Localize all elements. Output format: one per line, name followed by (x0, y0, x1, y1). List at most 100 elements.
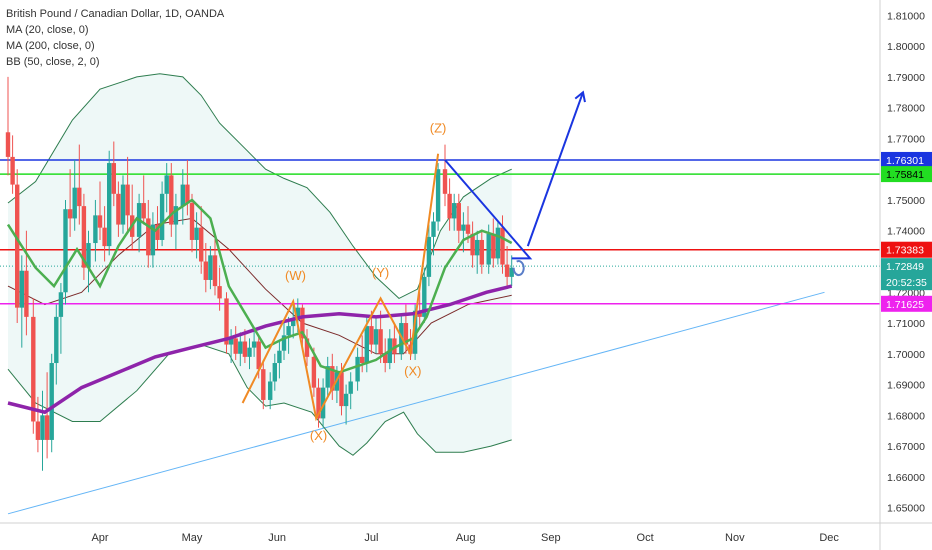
candle-body[interactable] (72, 187, 77, 219)
y-tick-label[interactable]: 1.75000 (887, 195, 925, 207)
candle-body[interactable] (509, 267, 514, 277)
x-tick-label[interactable]: Apr (91, 532, 108, 544)
candle-body[interactable] (247, 347, 252, 357)
candle-body[interactable] (208, 255, 213, 280)
candle-body[interactable] (343, 393, 349, 407)
candle-body[interactable] (392, 338, 397, 354)
candle-body[interactable] (44, 415, 50, 440)
candle-body[interactable] (155, 224, 160, 240)
x-tick-label[interactable]: Oct (637, 532, 654, 544)
candle-body[interactable] (456, 203, 461, 231)
x-tick-label[interactable]: Aug (456, 532, 476, 544)
candle-body[interactable] (504, 264, 510, 277)
candle-body[interactable] (10, 156, 15, 185)
candle-body[interactable] (311, 356, 317, 388)
candle-body[interactable] (194, 227, 199, 240)
candle-body[interactable] (422, 276, 427, 317)
candle-body[interactable] (58, 292, 64, 317)
candle-body[interactable] (403, 323, 409, 345)
candle-body[interactable] (495, 227, 501, 259)
x-tick-label[interactable]: Sep (541, 532, 561, 544)
candle-body[interactable] (475, 239, 480, 256)
candle-body[interactable] (150, 224, 156, 256)
price-level-badge[interactable] (881, 151, 932, 168)
symbol-title[interactable]: British Pound / Canadian Dollar, 1D, OAN… (6, 8, 225, 20)
trendline[interactable] (7, 291, 825, 515)
candle-body[interactable] (330, 366, 335, 391)
candle-body[interactable] (173, 206, 179, 225)
x-tick-label[interactable]: Jun (268, 532, 286, 544)
candle-body[interactable] (316, 387, 321, 419)
candle-body[interactable] (146, 218, 151, 256)
candle-body[interactable] (256, 341, 261, 370)
candle-body[interactable] (435, 169, 441, 222)
candle-body[interactable] (486, 233, 491, 265)
candle-body[interactable] (77, 187, 82, 207)
candle-body[interactable] (169, 175, 174, 225)
ma200-line[interactable] (7, 284, 513, 415)
y-tick-label[interactable]: 1.79000 (887, 72, 925, 84)
candle-body[interactable] (217, 286, 222, 299)
current-price-badge[interactable] (881, 258, 932, 291)
candle-body[interactable] (107, 163, 112, 247)
candle-body[interactable] (67, 209, 73, 219)
candle-body[interactable] (479, 239, 484, 265)
candle-body[interactable] (470, 233, 475, 256)
candle-body[interactable] (461, 224, 466, 231)
candle-body[interactable] (369, 326, 374, 345)
indicator-ma200[interactable]: MA (200, close, 0) (6, 40, 95, 52)
projection-up-arrow[interactable] (526, 91, 584, 247)
candle-body[interactable] (180, 184, 185, 207)
price-level-badge[interactable] (881, 295, 932, 312)
candle-body[interactable] (5, 132, 11, 157)
candle-body[interactable] (339, 372, 344, 407)
candle-body[interactable] (111, 163, 116, 194)
y-tick-label[interactable]: 1.77000 (887, 133, 925, 145)
candle-body[interactable] (348, 381, 353, 394)
candle-body[interactable] (491, 233, 496, 259)
candle-body[interactable] (373, 329, 379, 345)
y-tick-label[interactable]: 1.71000 (887, 318, 925, 330)
x-tick-label[interactable]: May (182, 532, 203, 544)
candle-body[interactable] (35, 421, 41, 440)
indicator-bb[interactable]: BB (50, close, 2, 0) (6, 56, 100, 68)
candle-body[interactable] (63, 209, 68, 293)
candle-body[interactable] (49, 363, 54, 440)
ma20-line[interactable] (6, 198, 513, 374)
candle-body[interactable] (383, 353, 388, 364)
candle-body[interactable] (500, 227, 505, 265)
candle-body[interactable] (447, 193, 452, 219)
candle-body[interactable] (452, 203, 457, 219)
y-tick-label[interactable]: 1.70000 (887, 349, 925, 361)
candle-body[interactable] (228, 338, 234, 345)
y-tick-label[interactable]: 1.67000 (887, 441, 925, 453)
candle-body[interactable] (325, 366, 330, 388)
candle-body[interactable] (268, 381, 273, 400)
candle-body[interactable] (120, 184, 126, 225)
y-tick-label[interactable]: 1.78000 (887, 103, 925, 115)
candle-body[interactable] (31, 316, 36, 422)
candle-body[interactable] (203, 261, 208, 280)
price-level-badge[interactable] (881, 241, 932, 258)
candle-body[interactable] (86, 243, 91, 268)
x-tick-label[interactable]: Jul (364, 532, 378, 544)
candle-body[interactable] (102, 227, 107, 247)
y-tick-label[interactable]: 1.66000 (887, 472, 925, 484)
candle-body[interactable] (81, 206, 87, 268)
y-tick-label[interactable]: 1.80000 (887, 41, 925, 53)
candle-body[interactable] (185, 184, 190, 204)
y-tick-label[interactable]: 1.65000 (887, 503, 925, 515)
candle-body[interactable] (19, 270, 24, 308)
candle-body[interactable] (431, 221, 436, 237)
indicator-ma20[interactable]: MA (20, close, 0) (6, 24, 89, 36)
candle-body[interactable] (97, 215, 103, 228)
candle-body[interactable] (320, 387, 326, 419)
candle-body[interactable] (224, 298, 229, 345)
candle-body[interactable] (355, 356, 360, 382)
y-tick-label[interactable]: 1.68000 (887, 410, 925, 422)
y-tick-label[interactable]: 1.69000 (887, 380, 925, 392)
x-tick-label[interactable]: Dec (819, 532, 839, 544)
candle-body[interactable] (24, 270, 29, 317)
candle-body[interactable] (364, 326, 369, 364)
candle-body[interactable] (272, 363, 277, 382)
